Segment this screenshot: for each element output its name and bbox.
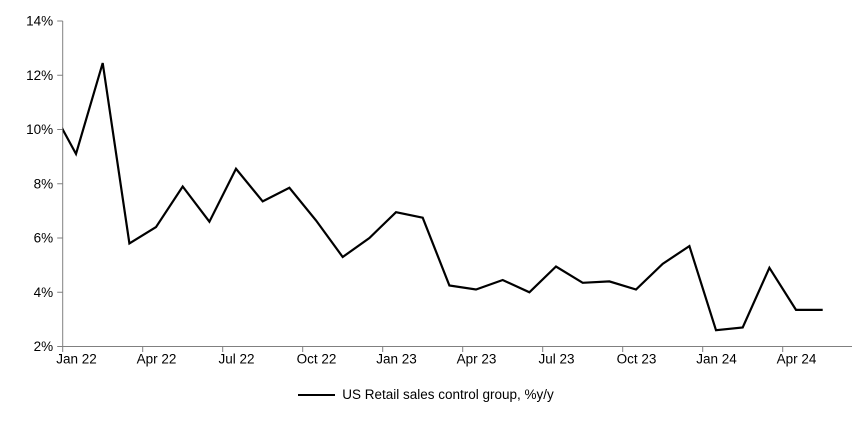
x-axis-tick-label: Jan 22	[56, 352, 97, 367]
y-axis-tick-label: 6%	[34, 231, 54, 246]
legend-label: US Retail sales control group, %y/y	[342, 387, 554, 402]
y-axis-tick-label: 14%	[26, 14, 53, 29]
y-axis-tick-label: 12%	[26, 68, 53, 83]
legend-line-sample	[298, 393, 336, 396]
x-axis-tick-label: Apr 24	[777, 352, 817, 367]
legend: US Retail sales control group, %y/y	[0, 387, 852, 402]
y-axis-tick-label: 2%	[34, 339, 54, 354]
x-axis-tick-label: Oct 22	[297, 352, 337, 367]
series-line-us-retail-control-group	[62, 62, 823, 332]
y-axis-tick-label: 10%	[26, 122, 53, 137]
x-axis-tick-label: Jul 22	[219, 352, 255, 367]
y-axis-tick-label: 8%	[34, 176, 54, 191]
x-axis-tick-label: Apr 23	[457, 352, 497, 367]
x-axis-tick-label: Jan 24	[696, 352, 737, 367]
x-axis-tick-label: Apr 22	[137, 352, 177, 367]
x-axis-tick-label: Jul 23	[539, 352, 575, 367]
x-axis-tick-label: Jan 23	[376, 352, 417, 367]
y-axis-tick-label: 4%	[34, 285, 54, 300]
x-axis-tick-label: Oct 23	[617, 352, 657, 367]
